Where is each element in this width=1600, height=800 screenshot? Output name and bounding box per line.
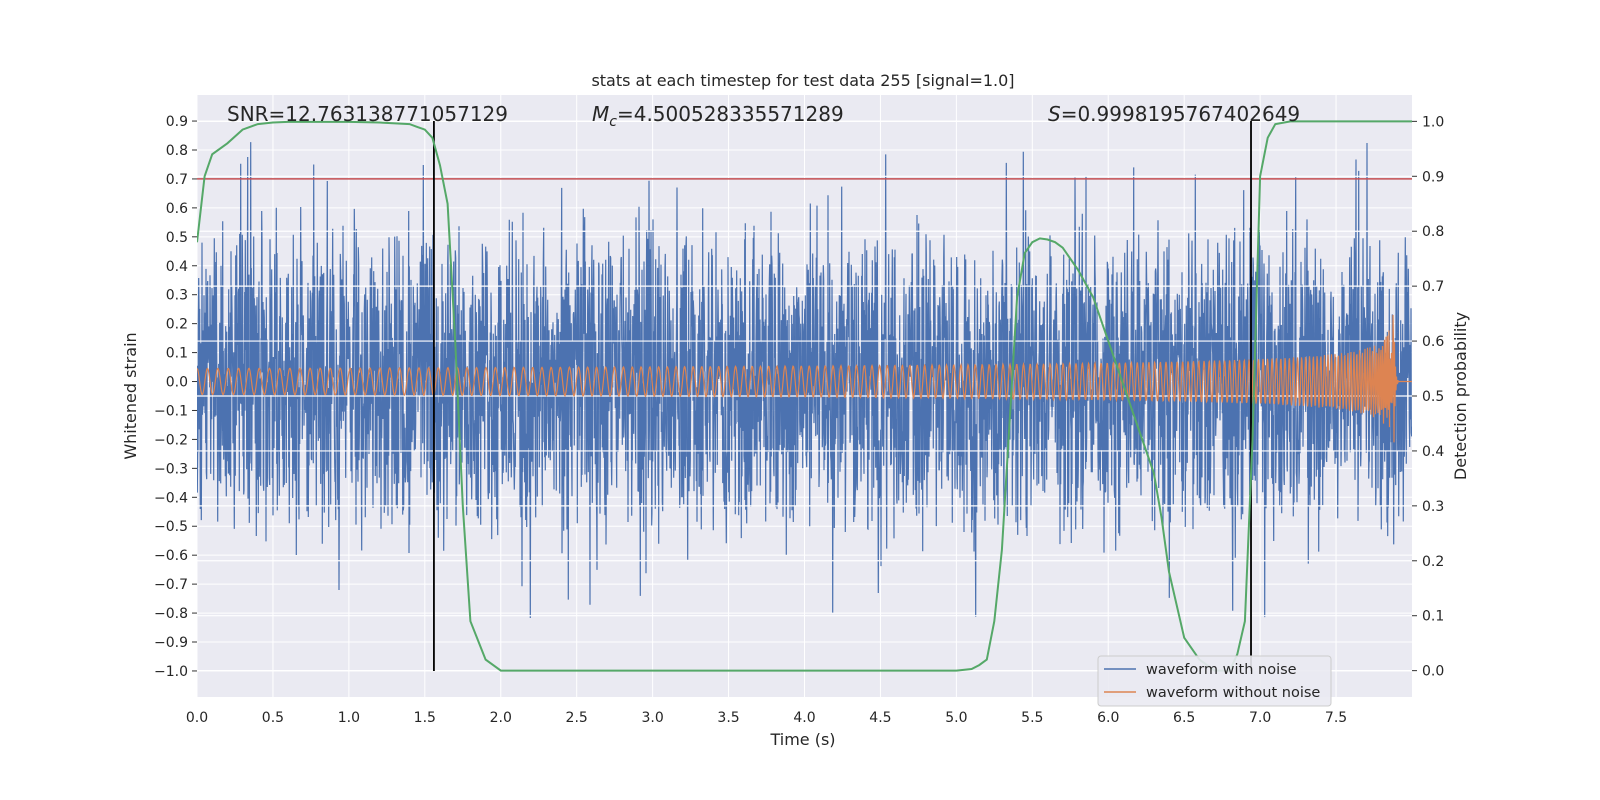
- y-tick-label: −0.8: [154, 606, 188, 622]
- score-value: =0.9998195767402649: [1061, 102, 1300, 126]
- y-tick-label: 0.2: [166, 317, 188, 333]
- x-tick-label: 3.0: [641, 710, 663, 726]
- y2-tick-label: 0.2: [1422, 554, 1444, 570]
- x-tick-label: 0.0: [186, 710, 208, 726]
- x-axis-ticks: 0.0 0.5 1.0 1.5 2.0 2.5 3.0 3.5 4.0 4.5 5.0 5.5 6.0 6…: [186, 710, 1347, 726]
- chirp-mass-symbol: M: [592, 102, 609, 126]
- y-tick-label: −0.7: [154, 577, 188, 593]
- y2-axis-label: Detection probability: [1451, 312, 1470, 480]
- y-tick-label: 0.3: [166, 288, 188, 304]
- legend-label-noise: waveform with noise: [1146, 662, 1297, 678]
- y-tick-label: −1.0: [154, 664, 188, 680]
- y-tick-label: 0.4: [166, 259, 188, 275]
- y-tick-label: 0.6: [166, 201, 188, 217]
- x-tick-label: 6.5: [1173, 710, 1195, 726]
- y-tick-label: −0.9: [154, 635, 188, 651]
- legend: waveform with noise waveform without noi…: [1097, 655, 1332, 707]
- y-tick-label: 0.1: [166, 346, 188, 362]
- y-tick-label: −0.1: [154, 403, 188, 419]
- y-tick-label: 0.0: [166, 375, 188, 391]
- series-waveform-with-noise: [197, 142, 1412, 619]
- x-tick-label: 5.5: [1021, 710, 1043, 726]
- chirp-mass-annotation: Mc=4.500528335571289: [592, 102, 844, 130]
- x-tick-label: 7.5: [1325, 710, 1347, 726]
- snr-annotation: SNR=12.763138771057129: [227, 102, 508, 126]
- legend-box: [1097, 655, 1332, 707]
- y2-tick-label: 0.1: [1422, 609, 1444, 625]
- y-tick-label: −0.3: [154, 461, 188, 477]
- y-tick-label: 0.9: [166, 114, 188, 130]
- score-annotation: S=0.9998195767402649: [1048, 102, 1300, 126]
- chart-title: stats at each timestep for test data 255…: [591, 71, 1014, 90]
- y2-tick-label: 1.0: [1422, 114, 1444, 130]
- x-tick-label: 1.0: [338, 710, 360, 726]
- y-tick-label: 0.7: [166, 172, 188, 188]
- score-symbol: S: [1048, 102, 1061, 126]
- x-tick-label: 3.5: [717, 710, 739, 726]
- x-tick-label: 1.5: [414, 710, 436, 726]
- y-tick-label: 0.8: [166, 143, 188, 159]
- legend-label-clean: waveform without noise: [1146, 685, 1320, 701]
- y2-tick-label: 0.5: [1422, 389, 1444, 405]
- y2-tick-label: 0.7: [1422, 279, 1444, 295]
- y-axis-label: Whitened strain: [121, 332, 140, 459]
- vertical-markers: [433, 121, 1252, 671]
- plot-clip: [197, 120, 1412, 672]
- chirp-mass-value: =4.500528335571289: [617, 102, 844, 126]
- y-tick-label: 0.5: [166, 230, 188, 246]
- y2-tick-label: 0.3: [1422, 499, 1444, 515]
- y-tick-label: −0.5: [154, 519, 188, 535]
- x-axis-label: Time (s): [769, 730, 835, 749]
- y-tick-label: −0.2: [154, 432, 188, 448]
- x-tick-label: 7.0: [1249, 710, 1271, 726]
- x-tick-label: 5.0: [945, 710, 967, 726]
- y-tick-label: −0.6: [154, 548, 188, 564]
- y2-tick-label: 0.9: [1422, 169, 1444, 185]
- y2-tick-label: 0.8: [1422, 224, 1444, 240]
- y2-tick-label: 0.0: [1422, 664, 1444, 680]
- x-tick-label: 4.5: [869, 710, 891, 726]
- y-tick-label: −0.4: [154, 490, 188, 506]
- x-tick-label: 0.5: [262, 710, 284, 726]
- y2-axis-ticks: 1.0 0.9 0.8 0.7 0.6 0.5 0.4 0.3 0.2 0.1 0.0: [1412, 114, 1444, 680]
- y2-tick-label: 0.4: [1422, 444, 1444, 460]
- y2-tick-label: 0.6: [1422, 334, 1444, 350]
- chirp-mass-subscript: c: [609, 114, 617, 130]
- x-tick-label: 2.5: [566, 710, 588, 726]
- series-waveform-without-noise: [197, 314, 1412, 443]
- x-tick-label: 6.0: [1097, 710, 1119, 726]
- x-tick-label: 2.0: [490, 710, 512, 726]
- x-tick-label: 4.0: [793, 710, 815, 726]
- y-axis-ticks: 0.9 0.8 0.7 0.6 0.5 0.4 0.3 0.2 0.1 0.0 −0.1 −0.2 −0…: [154, 114, 197, 680]
